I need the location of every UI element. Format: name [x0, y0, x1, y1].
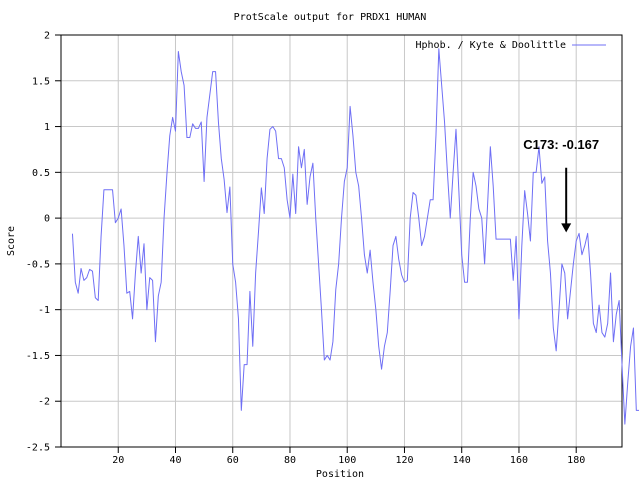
x-tick-label: 160: [510, 455, 528, 466]
legend-entry-label: Hphob. / Kyte & Doolittle: [415, 40, 566, 51]
y-tick-label: -2.5: [26, 443, 50, 454]
series-group: [71, 48, 639, 425]
y-tick-label: 1.5: [32, 76, 50, 87]
x-tick-label: 40: [169, 455, 181, 466]
y-axis-label: Score: [6, 226, 17, 256]
x-tick-label: 140: [453, 455, 471, 466]
x-tick-label: 120: [395, 455, 413, 466]
y-tick-label: 0.5: [32, 168, 50, 179]
annotation-label: C173: -0.167: [523, 137, 599, 152]
x-axis-ticks: 20 40 60 80 100 120 140 160 180: [112, 447, 585, 466]
y-tick-label: 2: [44, 31, 50, 42]
series-line: [71, 48, 639, 425]
y-axis-ticks: -2.5 -2 -1.5 -1 -0.5 0 0.5 1 1.5 2: [26, 31, 61, 454]
y-tick-label: -2: [38, 397, 50, 408]
x-tick-label: 80: [284, 455, 296, 466]
x-axis-label: Position: [316, 469, 364, 480]
plot-frame: [60, 34, 623, 448]
x-tick-label: 180: [567, 455, 585, 466]
chart-title: ProtScale output for PRDX1 HUMAN: [234, 12, 427, 23]
y-tick-label: -0.5: [26, 259, 50, 270]
x-tick-label: 100: [338, 455, 356, 466]
grid: [61, 35, 622, 447]
y-tick-label: 1: [44, 122, 50, 133]
x-tick-label: 20: [112, 455, 124, 466]
legend: Hphob. / Kyte & Doolittle: [415, 40, 606, 51]
y-tick-label: -1: [38, 305, 50, 316]
y-tick-label: -1.5: [26, 351, 50, 362]
y-tick-label: 0: [44, 214, 50, 225]
annotation-arrowhead: [561, 223, 572, 233]
annotation: C173: -0.167: [523, 137, 599, 233]
x-tick-label: 60: [227, 455, 239, 466]
